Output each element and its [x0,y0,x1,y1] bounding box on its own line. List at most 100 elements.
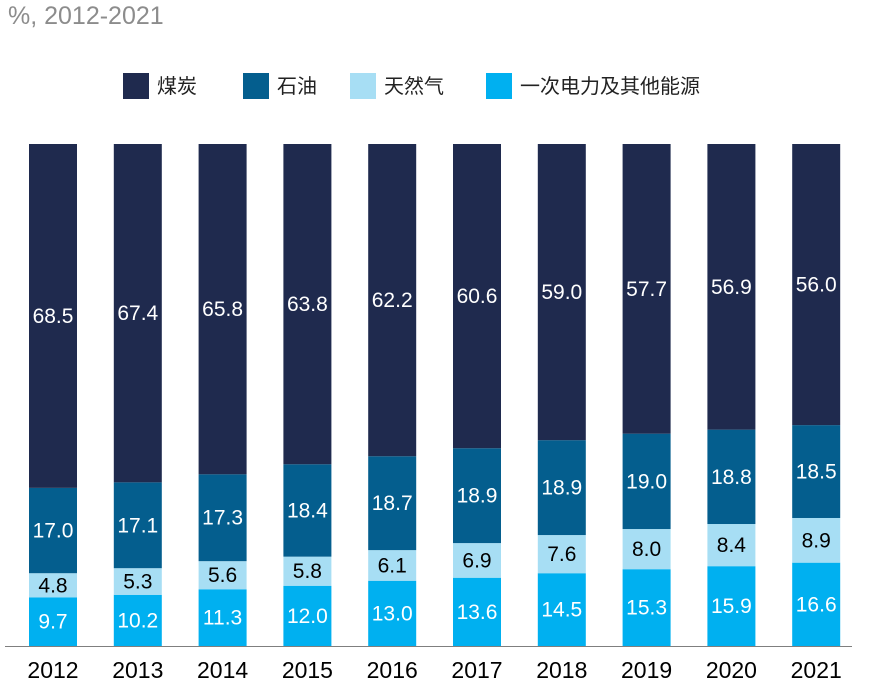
data-label-2014-s2: 17.3 [202,507,243,530]
bar-segment-2021-s2 [792,425,841,518]
bar-segment-2018-s2 [537,440,586,536]
bar-segment-2013-s1 [113,568,162,595]
bar-segment-2018-s1 [537,535,586,574]
data-label-2016-s0: 13.0 [372,602,413,625]
bar-segment-2016-s3 [368,144,417,457]
bar-segment-2020-s2 [707,429,756,525]
data-label-2019-s0: 15.3 [626,597,667,620]
data-label-2015-s1: 5.8 [293,560,322,583]
data-label-2019-s2: 19.0 [626,470,667,493]
x-tick-label-2017: 2017 [451,657,502,683]
legend-label-2: 天然气 [384,74,444,98]
data-label-2015-s2: 18.4 [287,499,328,522]
bar-segment-2018-s0 [537,573,586,646]
data-label-2013-s3: 67.4 [117,302,158,325]
legend-swatch-1 [243,73,269,99]
x-tick-label-2016: 2016 [367,657,418,683]
x-tick-label-2012: 2012 [27,657,78,683]
data-label-2021-s2: 18.5 [796,461,837,484]
data-label-2021-s3: 56.0 [796,274,837,297]
bar-segment-2013-s3 [113,144,162,483]
x-tick-label-2021: 2021 [791,657,842,683]
legend-label-3: 一次电力及其他能源 [520,74,700,98]
bar-segment-2012-s2 [29,487,77,574]
data-label-2016-s1: 6.1 [378,554,407,577]
data-label-2019-s1: 8.0 [632,538,661,561]
bar-segment-2013-s2 [113,482,162,569]
data-label-2015-s3: 63.8 [287,293,328,316]
bar-segment-2017-s3 [453,144,501,449]
legend-label-0: 煤炭 [157,74,197,98]
data-label-2013-s2: 17.1 [117,514,158,537]
bar-segment-2015-s1 [283,556,332,586]
legend-swatch-3 [486,73,512,99]
data-label-2021-s1: 8.9 [802,529,831,552]
data-label-2013-s0: 10.2 [117,609,158,632]
data-label-2017-s2: 18.9 [457,485,498,508]
bar-segment-2012-s0 [29,597,77,646]
x-tick-label-2013: 2013 [112,657,163,683]
data-label-2016-s3: 62.2 [372,289,413,312]
bar-segment-2016-s1 [368,550,417,581]
data-label-2020-s2: 18.8 [711,466,752,489]
bar-segment-2020-s3 [707,144,756,430]
data-label-2017-s1: 6.9 [462,549,491,572]
bar-segment-2021-s1 [792,517,841,563]
data-label-2015-s0: 12.0 [287,605,328,628]
bar-segment-2016-s2 [368,456,417,551]
bar-segment-2019-s1 [622,529,671,570]
data-label-2017-s3: 60.6 [457,285,498,308]
data-label-2012-s0: 9.7 [38,611,67,634]
bar-segment-2017-s2 [453,448,501,544]
data-label-2020-s1: 8.4 [717,534,747,557]
data-label-2021-s0: 16.6 [796,593,837,616]
bar-segment-2014-s1 [198,561,247,590]
legend-swatch-2 [350,73,376,99]
bar-segment-2016-s0 [368,580,417,646]
data-label-2018-s0: 14.5 [541,599,582,622]
data-label-2012-s2: 17.0 [33,520,74,543]
bar-segment-2021-s0 [792,562,841,646]
data-label-2018-s3: 59.0 [541,281,582,304]
data-label-2014-s3: 65.8 [202,298,243,321]
bar-segment-2021-s3 [792,144,841,426]
x-tick-label-2018: 2018 [536,657,587,683]
bar-segment-2018-s3 [537,144,586,441]
bar-segment-2017-s1 [453,543,501,578]
data-label-2018-s1: 7.6 [547,543,576,566]
chart-subtitle: %, 2012-2021 [8,2,164,30]
bar-segment-2019-s0 [622,569,671,646]
bar-segment-2014-s2 [198,474,247,562]
bar-segment-2012-s3 [29,144,77,488]
bar-segment-2019-s3 [622,144,671,434]
bar-segment-2013-s0 [113,594,162,646]
data-label-2019-s3: 57.7 [626,278,667,301]
bar-segment-2015-s3 [283,144,332,465]
data-label-2016-s2: 18.7 [372,492,413,515]
x-tick-label-2015: 2015 [282,657,333,683]
data-label-2013-s1: 5.3 [123,570,152,593]
bar-segment-2014-s3 [198,144,247,475]
data-label-2020-s3: 56.9 [711,276,752,299]
x-tick-label-2019: 2019 [621,657,672,683]
bar-segment-2015-s2 [283,464,332,557]
data-label-2020-s0: 15.9 [711,595,752,618]
legend-label-1: 石油 [277,74,317,98]
bar-segment-2014-s0 [198,589,247,646]
data-label-2014-s1: 5.6 [208,564,237,587]
data-label-2017-s0: 13.6 [457,601,498,624]
data-label-2018-s2: 18.9 [541,477,582,500]
bar-segment-2012-s1 [29,573,77,598]
data-label-2012-s3: 68.5 [33,305,74,328]
bar-segment-2020-s1 [707,524,756,567]
bar-segment-2020-s0 [707,566,756,646]
x-tick-label-2014: 2014 [197,657,248,683]
legend-swatch-0 [123,73,149,99]
bar-segment-2015-s0 [283,585,332,646]
bar-segment-2019-s2 [622,433,671,530]
x-tick-label-2020: 2020 [706,657,757,683]
bar-segment-2017-s0 [453,577,501,646]
data-label-2012-s1: 4.8 [38,574,67,597]
data-label-2014-s0: 11.3 [203,607,242,630]
